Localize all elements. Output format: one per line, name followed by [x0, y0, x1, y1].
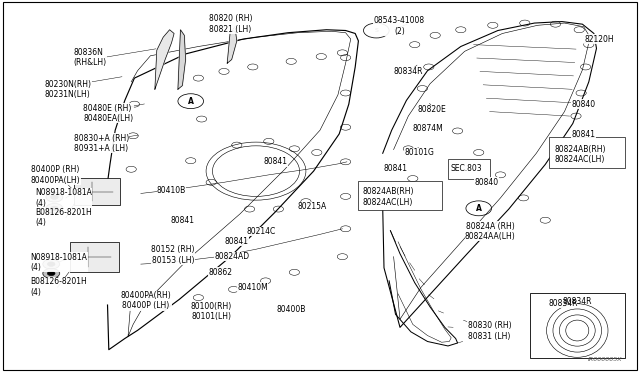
Text: B08126-8201H
(4): B08126-8201H (4) [35, 208, 92, 227]
Text: 80101G: 80101G [404, 148, 434, 157]
Circle shape [43, 269, 60, 278]
Text: 80410B: 80410B [157, 186, 186, 195]
Text: 80824AB(RH)
80824AC(LH): 80824AB(RH) 80824AC(LH) [362, 187, 413, 207]
Text: 80841: 80841 [170, 216, 195, 225]
Text: B08126-8201H
(4): B08126-8201H (4) [31, 278, 88, 297]
Text: 80824AD: 80824AD [214, 252, 249, 261]
Text: N08918-1081A
(4): N08918-1081A (4) [31, 253, 88, 272]
Text: 80830 (RH)
80831 (LH): 80830 (RH) 80831 (LH) [468, 321, 511, 341]
Text: 80215A: 80215A [298, 202, 327, 211]
Text: 80841: 80841 [383, 164, 408, 173]
Circle shape [51, 206, 58, 211]
Text: 80834R: 80834R [563, 297, 592, 306]
Circle shape [46, 203, 63, 213]
Text: 80230N(RH)
80231N(LH): 80230N(RH) 80231N(LH) [45, 80, 92, 99]
Text: A: A [476, 204, 482, 213]
Polygon shape [562, 146, 589, 166]
Text: 80820E: 80820E [418, 105, 446, 114]
Text: 80841: 80841 [572, 130, 596, 139]
Text: IR000005X: IR000005X [588, 357, 622, 362]
Text: 80830+A (RH)
80931+A (LH): 80830+A (RH) 80931+A (LH) [74, 134, 129, 153]
Text: SEC.803: SEC.803 [450, 164, 482, 173]
Circle shape [51, 195, 58, 199]
Circle shape [43, 259, 60, 269]
Text: 80214C: 80214C [246, 227, 276, 236]
Text: 80834R: 80834R [548, 299, 578, 308]
Circle shape [47, 262, 55, 266]
Text: 80100(RH)
80101(LH): 80100(RH) 80101(LH) [191, 302, 232, 321]
Text: 80862: 80862 [208, 268, 232, 277]
Text: 80841: 80841 [263, 157, 287, 166]
Text: 80400P (RH)
80400PA(LH): 80400P (RH) 80400PA(LH) [31, 165, 81, 185]
Circle shape [46, 192, 63, 202]
Text: S: S [374, 28, 378, 33]
Text: 80820 (RH)
80821 (LH): 80820 (RH) 80821 (LH) [209, 15, 252, 34]
FancyBboxPatch shape [74, 178, 120, 205]
Circle shape [47, 271, 55, 276]
Polygon shape [227, 30, 237, 63]
Text: 80840: 80840 [474, 178, 499, 187]
Text: 82120H: 82120H [584, 35, 614, 44]
Text: 80824AB(RH)
80824AC(LH): 80824AB(RH) 80824AC(LH) [554, 145, 605, 164]
Text: 80836N
(RH&LH): 80836N (RH&LH) [74, 48, 107, 67]
Polygon shape [178, 30, 186, 89]
Text: 80874M: 80874M [412, 124, 443, 133]
Text: 80400PA(RH)
80400P (LH): 80400PA(RH) 80400P (LH) [120, 291, 172, 310]
Text: 80410M: 80410M [237, 283, 268, 292]
Text: 80840: 80840 [572, 100, 596, 109]
Polygon shape [155, 30, 174, 89]
Text: 80834R: 80834R [394, 67, 423, 76]
Bar [358, 181, 442, 210]
Text: N08918-1081A
(4): N08918-1081A (4) [35, 188, 92, 208]
Text: A: A [188, 97, 194, 106]
Bar [448, 159, 490, 179]
Text: 80480E (RH)
80480EA(LH): 80480E (RH) 80480EA(LH) [83, 104, 133, 123]
Text: 80841: 80841 [225, 237, 249, 246]
Text: 80400B: 80400B [276, 305, 306, 314]
Text: 80824A (RH)
80824AA(LH): 80824A (RH) 80824AA(LH) [465, 222, 516, 241]
FancyBboxPatch shape [70, 242, 119, 272]
Text: 08543-41008
(2): 08543-41008 (2) [374, 16, 425, 36]
Text: 80152 (RH)
80153 (LH): 80152 (RH) 80153 (LH) [151, 245, 195, 264]
Bar [530, 293, 625, 358]
Bar [549, 137, 625, 168]
